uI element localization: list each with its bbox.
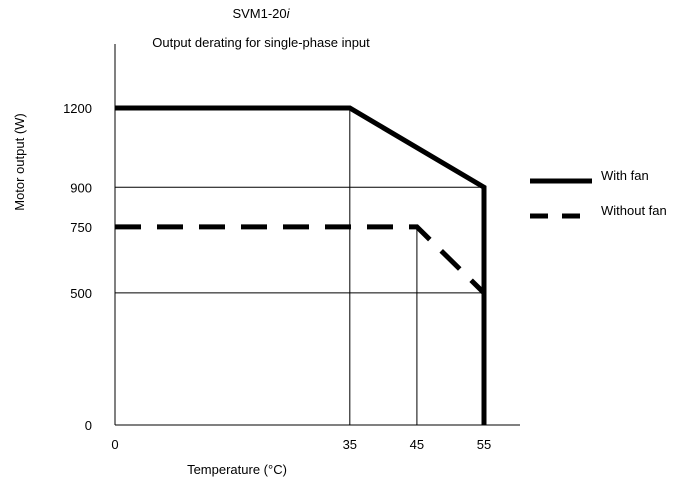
grid-lines [115,108,484,425]
series-lines [115,105,487,425]
y-tick-label: 0 [85,418,92,433]
y-tick-label: 750 [70,220,92,235]
chart-subtitle: Output derating for single-phase input [152,35,370,50]
series-line-without-fan [115,224,486,295]
x-tick-label: 55 [477,437,491,452]
x-tick-label: 0 [111,437,118,452]
legend-label: With fan [601,168,649,183]
chart-title: SVM1-20i [232,6,290,21]
series-line-with-fan [115,105,487,425]
y-tick-label: 900 [70,180,92,195]
y-tick-label: 1200 [63,101,92,116]
x-axis-label: Temperature (°C) [187,462,287,477]
legend: With fan Without fan [530,168,667,219]
tick-labels: 0 500 750 900 1200 0 35 45 55 [63,101,491,452]
y-tick-label: 500 [70,286,92,301]
x-tick-label: 35 [343,437,357,452]
legend-label: Without fan [601,203,667,218]
x-tick-label: 45 [410,437,424,452]
y-axis-label: Motor output (W) [12,113,27,211]
